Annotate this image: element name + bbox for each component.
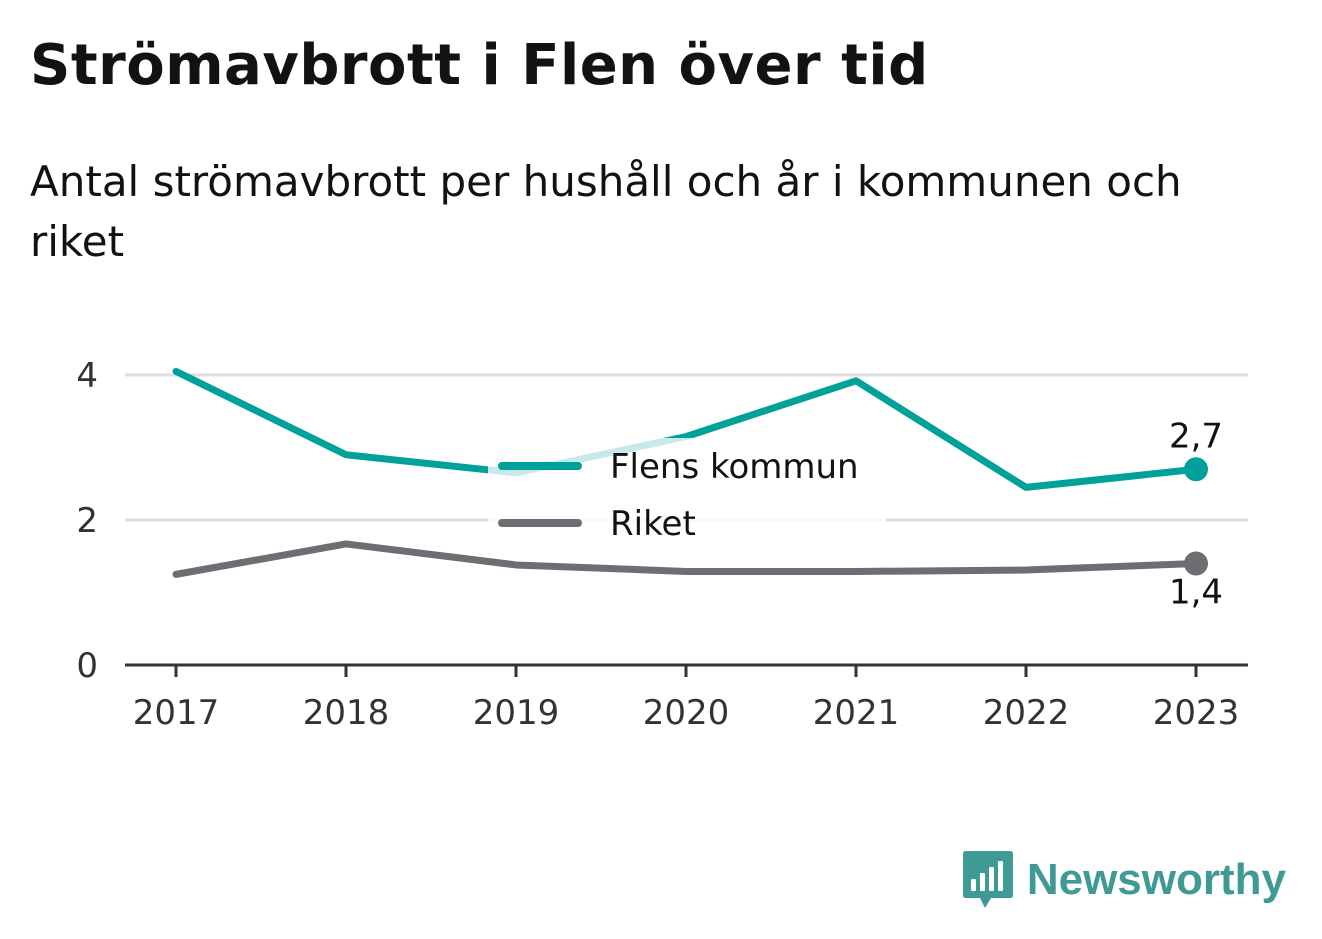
- end-marker: [1184, 457, 1208, 482]
- y-axis-labels: 0 2 4: [76, 356, 98, 686]
- x-tick-label: 2021: [813, 693, 900, 733]
- series-lines: [172, 367, 1200, 578]
- end-markers: 2,7 1,4: [1169, 416, 1223, 612]
- end-value-label: 2,7: [1169, 416, 1223, 456]
- series-line-flens-kommun: [172, 367, 1200, 491]
- x-tick-label: 2020: [643, 693, 730, 733]
- brand-logo: Newsworthy: [962, 851, 1286, 909]
- series-line-riket: [172, 540, 1200, 578]
- x-tick-label: 2022: [983, 693, 1070, 733]
- legend-backdrop: [488, 438, 886, 554]
- x-tick-label: 2018: [303, 693, 390, 733]
- end-value-label: 1,4: [1169, 573, 1223, 613]
- y-tick-label: 4: [76, 356, 98, 396]
- chart-title: Strömavbrott i Flen över tid: [30, 33, 929, 98]
- legend-label: Riket: [610, 504, 696, 544]
- brand-name: Newsworthy: [1026, 855, 1286, 904]
- x-tick-label: 2023: [1153, 693, 1240, 733]
- x-tick-label: 2017: [133, 693, 220, 733]
- bar-chart-speech-bubble-icon: [962, 851, 1013, 908]
- x-tick-label: 2019: [473, 693, 560, 733]
- x-axis-labels: 2017 2018 2019 2020 2021 2022 2023: [133, 665, 1240, 733]
- legend-label: Flens kommun: [610, 447, 859, 487]
- end-marker: [1184, 551, 1208, 576]
- chart-subtitle: Antal strömavbrott per hushåll och år i …: [30, 157, 1182, 266]
- y-tick-label: 0: [76, 646, 98, 686]
- y-tick-label: 2: [76, 501, 98, 541]
- legend: Flens kommun Riket: [488, 438, 886, 554]
